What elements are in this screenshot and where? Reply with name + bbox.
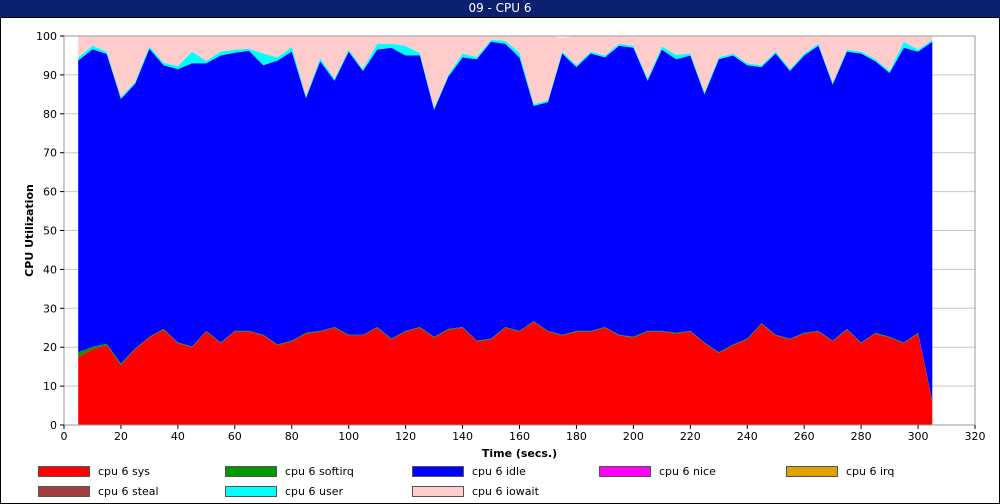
x-tick-label: 40 [171,430,185,443]
series-area-cpu-6-softirq [78,321,933,402]
y-axis-label: CPU Utilization [23,184,36,277]
legend-item: cpu 6 sys [38,465,218,479]
x-tick-label: 200 [623,430,644,443]
y-tick-label: 80 [43,108,57,121]
y-tick-label: 30 [43,302,57,315]
y-tick-label: 70 [43,147,57,160]
legend-label: cpu 6 irq [846,465,895,478]
x-tick-label: 260 [794,430,815,443]
x-tick-label: 180 [566,430,587,443]
legend-item: cpu 6 iowait [412,485,592,499]
x-tick-label: 20 [114,430,128,443]
axes [60,35,976,429]
series-area-cpu-6-idle [78,41,933,401]
legend-label: cpu 6 steal [98,485,159,498]
x-tick-labels: 0 20 40 60 80 100 120 140 160 180 200 220 240 260 280 3… [61,430,986,443]
legend-label: cpu 6 idle [472,465,526,478]
legend-label: cpu 6 iowait [472,485,539,498]
legend-label: cpu 6 softirq [285,465,354,478]
legend-swatch [38,466,90,477]
legend-swatch [412,486,464,497]
y-tick-label: 40 [43,263,57,276]
x-tick-label: 320 [965,430,986,443]
x-tick-label: 160 [509,430,530,443]
x-tick-label: 0 [61,430,68,443]
legend-swatch [599,466,651,477]
stacked-areas [78,36,933,425]
x-tick-label: 100 [338,430,359,443]
legend-item: cpu 6 softirq [225,465,405,479]
legend-swatch [225,486,277,497]
legend-item: cpu 6 nice [599,465,779,479]
x-tick-label: 240 [737,430,758,443]
legend-label: cpu 6 sys [98,465,150,478]
x-tick-label: 220 [680,430,701,443]
legend-swatch [38,486,90,497]
legend-item: cpu 6 idle [412,465,592,479]
y-tick-label: 90 [43,69,57,82]
legend-swatch [786,466,838,477]
x-axis-label: Time (secs.) [482,447,557,460]
legend-item: cpu 6 user [225,485,405,499]
y-tick-label: 60 [43,186,57,199]
x-tick-label: 300 [908,430,929,443]
legend-item: cpu 6 steal [38,485,218,499]
x-tick-label: 140 [452,430,473,443]
legend-swatch [225,466,277,477]
series-area-cpu-6-sys [78,321,933,425]
series-area-cpu-6-iowait [78,36,933,108]
x-tick-label: 120 [395,430,416,443]
y-tick-label: 0 [50,419,57,432]
legend-label: cpu 6 nice [659,465,716,478]
x-tick-label: 60 [228,430,242,443]
y-tick-label: 20 [43,341,57,354]
y-tick-labels: 0 10 20 30 40 50 60 70 80 90 100 [36,30,57,432]
legend-swatch [412,466,464,477]
legend-item: cpu 6 irq [786,465,966,479]
y-tick-label: 50 [43,225,57,238]
x-tick-label: 80 [285,430,299,443]
x-tick-label: 280 [851,430,872,443]
window-title: 09 - CPU 6 [0,0,1000,17]
y-tick-label: 10 [43,380,57,393]
legend-label: cpu 6 user [285,485,343,498]
y-tick-label: 100 [36,30,57,43]
